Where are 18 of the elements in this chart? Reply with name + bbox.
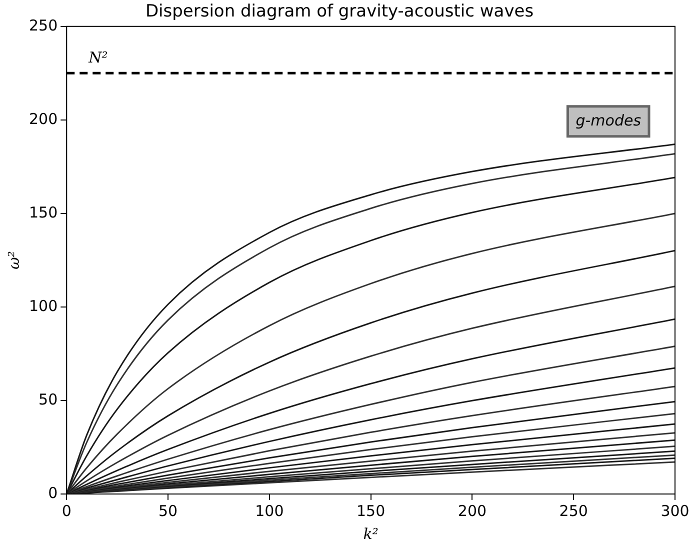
x-tick-label: 200 <box>458 502 487 520</box>
ref-line-label: N² <box>88 48 108 67</box>
y-tick-label: 100 <box>28 296 58 315</box>
y-tick-label: 200 <box>28 110 58 128</box>
x-tick-label: 0 <box>62 502 72 520</box>
y-axis-title: ω² <box>4 251 23 270</box>
y-tick-label: 50 <box>38 390 58 408</box>
x-tick-label: 250 <box>559 502 588 520</box>
x-tick-label: 50 <box>158 502 178 520</box>
chart-title: Dispersion diagram of gravity-acoustic waves <box>145 2 534 22</box>
y-tick-label: 0 <box>48 484 58 502</box>
x-tick-label: 300 <box>660 502 690 520</box>
annotation: g-modes <box>576 111 642 130</box>
x-tick-label: 150 <box>356 502 386 520</box>
y-tick-label: 250 <box>28 16 58 34</box>
x-tick-label: 100 <box>255 502 284 520</box>
x-axis-title: k² <box>363 524 378 543</box>
y-tick-label: 150 <box>28 203 58 222</box>
